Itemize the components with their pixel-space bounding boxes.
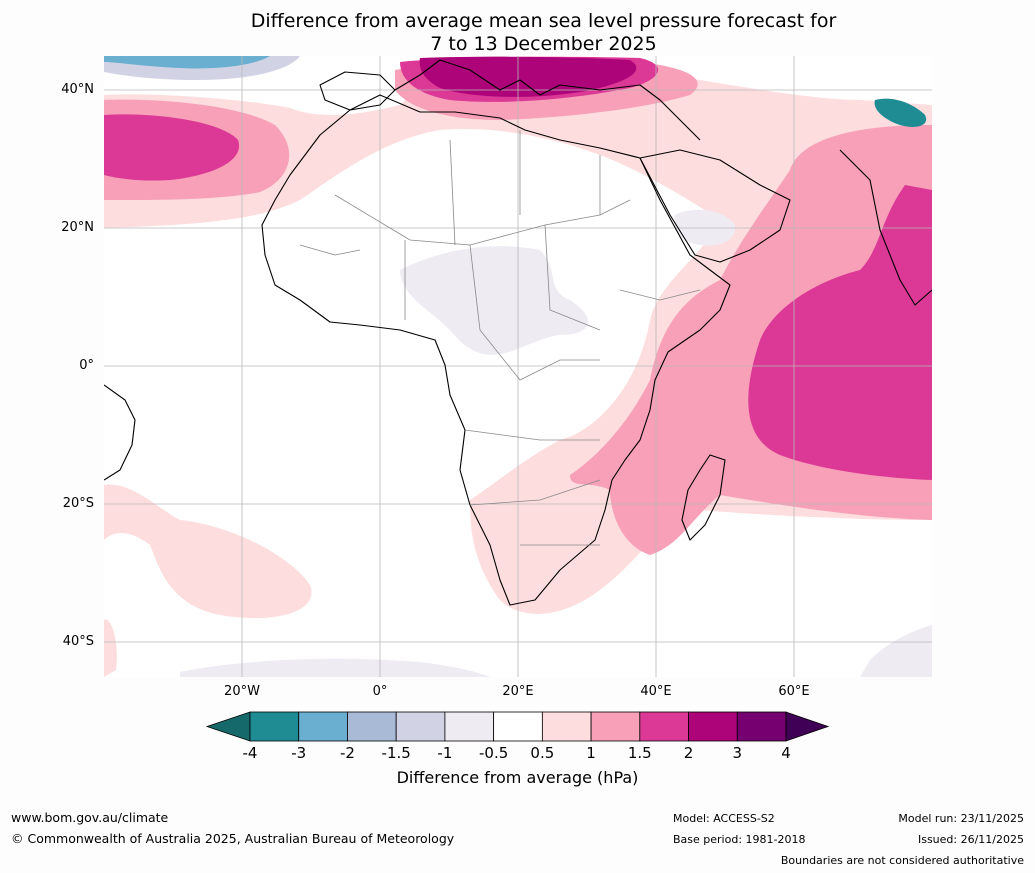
- colorbar-swatch: [347, 711, 397, 742]
- lat-label-20n: 20°N: [61, 220, 94, 235]
- colorbar-swatch: [639, 711, 689, 742]
- graticule: [104, 56, 932, 677]
- iberia-coastline: [319, 71, 396, 111]
- lat-label-40s: 40°S: [62, 634, 94, 649]
- lat-label-20s: 20°S: [62, 496, 94, 511]
- anomaly-region-light-pink-southwest: [104, 619, 117, 677]
- colorbar-tick-label: 0.5: [530, 744, 555, 762]
- anomaly-region-teal-himalaya: [874, 98, 927, 127]
- colorbar-tick-label: -1: [437, 744, 453, 762]
- colorbar-tick-label: 4: [781, 744, 791, 762]
- anomaly-region-deep-pink-atlantic-high: [104, 114, 240, 181]
- europe-coastline: [394, 59, 701, 141]
- footer-disclaimer: Boundaries are not considered authoritat…: [780, 854, 1024, 867]
- country-borders: [299, 130, 701, 546]
- lon-label-0: 0°: [372, 684, 388, 699]
- anomaly-region-lavender-sahel: [400, 246, 589, 355]
- footer-url[interactable]: www.bom.gov.au/climate: [11, 810, 169, 825]
- footer-model: Model: ACCESS-S2: [673, 812, 775, 825]
- colorbar-swatch: [249, 711, 300, 742]
- colorbar-extend-high: [785, 711, 830, 742]
- colorbar-tick-label: 1.5: [627, 744, 652, 762]
- lat-label-equator: 0°: [79, 358, 94, 373]
- lon-label-60e: 60°E: [778, 684, 810, 699]
- lat-label-40n: 40°N: [61, 82, 94, 97]
- colorbar-swatch: [590, 711, 641, 742]
- colorbar-tick-label: 1: [586, 744, 596, 762]
- map-title-line-2: 7 to 13 December 2025: [430, 33, 657, 55]
- colorbar: [205, 711, 830, 742]
- colorbar-tick-label: -4: [242, 744, 258, 762]
- footer-copyright: © Commonwealth of Australia 2025, Austra…: [11, 831, 455, 846]
- anomaly-region-lavender-southeast: [860, 625, 932, 677]
- colorbar-label: Difference from average (hPa): [396, 768, 639, 787]
- map-title-line-1: Difference from average mean sea level p…: [250, 10, 837, 32]
- madagascar-coastline: [681, 454, 726, 541]
- colorbar-swatch: [688, 711, 738, 742]
- anomaly-region-light-pink-south-atlantic: [104, 484, 312, 619]
- colorbar-swatch: [541, 711, 592, 742]
- anomaly-region-lavender-south: [180, 658, 490, 677]
- colorbar-tick-label: -1.5: [381, 744, 411, 762]
- arabia-coastline: [639, 149, 791, 263]
- colorbar-swatch: [298, 711, 348, 742]
- anomaly-region-magenta-europe: [419, 56, 637, 97]
- footer-base-period: Base period: 1981-2018: [673, 833, 806, 846]
- colorbar-swatch: [493, 711, 543, 742]
- colorbar-tick-label: 2: [683, 744, 694, 762]
- anomaly-region-steel-blue-north: [104, 56, 270, 69]
- footer-issued: Issued: 26/11/2025: [917, 833, 1024, 846]
- colorbar-extend-low: [205, 711, 251, 742]
- colorbar-swatch: [395, 711, 446, 742]
- lon-label-40e: 40°E: [640, 684, 672, 699]
- colorbar-tick-label: -3: [291, 744, 307, 762]
- colorbar-swatch: [444, 711, 495, 742]
- footer-model-run: Model run: 23/11/2025: [898, 812, 1024, 825]
- colorbar-swatch: [736, 711, 787, 742]
- africa-coastline: [261, 94, 731, 606]
- colorbar-tick-label: -0.5: [478, 744, 509, 762]
- coastlines: [104, 59, 932, 606]
- india-coastline: [839, 149, 932, 306]
- lon-label-20w: 20°W: [224, 684, 260, 699]
- colorbar-tick-label: 3: [732, 744, 743, 762]
- lon-label-20e: 20°E: [502, 684, 534, 699]
- colorbar-tick-label: -2: [339, 744, 355, 762]
- south-america-coastline: [104, 384, 136, 481]
